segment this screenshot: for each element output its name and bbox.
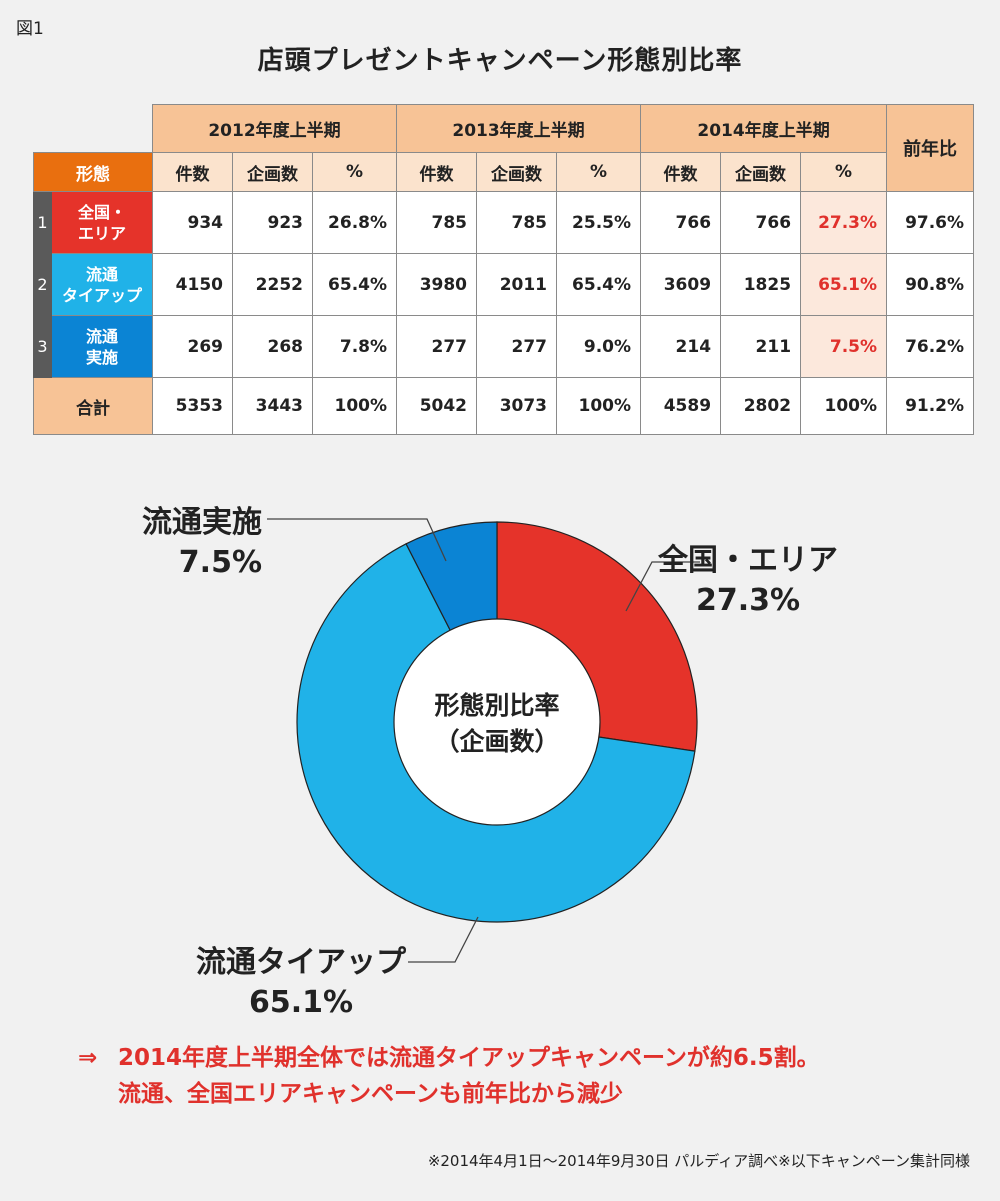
period-header: 2014年度上半期 [640, 104, 888, 153]
donut-chart [0, 440, 1000, 1060]
total-cell: 3443 [232, 377, 313, 435]
data-cell: 25.5% [556, 191, 642, 254]
count-header: 件数 [640, 152, 722, 192]
data-cell: 766 [640, 191, 722, 254]
center-label-line: （企画数） [434, 727, 560, 756]
total-cell: 3073 [476, 377, 558, 435]
data-cell: 26.8% [311, 191, 398, 254]
plan-count-header: 企画数 [720, 152, 802, 192]
total-cell: 5042 [396, 377, 478, 435]
row-number: 3 [33, 315, 52, 378]
total-cell: 100% [311, 377, 398, 435]
percent-header: % [800, 152, 888, 192]
category-label: 流通 実施 [51, 315, 153, 378]
data-cell: 269 [152, 315, 233, 378]
count-header: 件数 [152, 152, 233, 192]
leader-distribution-impl [267, 518, 447, 562]
donut-center-label: 形態別比率 （企画数） [392, 688, 602, 760]
data-cell: 277 [396, 315, 478, 378]
data-cell: 65.4% [311, 253, 398, 316]
yoy-cell: 90.8% [886, 253, 975, 316]
table-row: 3 流通 実施 269 268 7.8% 277 277 9.0% 214 211 7.5% 76.2% [33, 315, 975, 378]
data-cell: 785 [476, 191, 558, 254]
data-cell: 4150 [152, 253, 233, 316]
data-cell: 268 [232, 315, 313, 378]
category-label: 流通 タイアップ [51, 253, 153, 316]
data-cell: 934 [152, 191, 233, 254]
yoy-header: 前年比 [886, 104, 975, 192]
total-cell: 100% [800, 377, 888, 435]
slice-name: 流通タイアップ [196, 945, 406, 980]
category-label-line: 流通 [85, 264, 118, 284]
row-number: 2 [33, 253, 52, 316]
period-header: 2013年度上半期 [396, 104, 642, 153]
data-cell: 65.4% [556, 253, 642, 316]
slice-value: 65.1% [248, 985, 354, 1020]
note-line-1: 2014年度上半期全体では流通タイアップキャンペーンが約6.5割。 [118, 1045, 820, 1071]
table-row: 1 全国・ エリア 934 923 26.8% 785 785 25.5% 766 766 27.3%… [33, 191, 975, 254]
slice-name: 流通実施 [142, 505, 262, 540]
slice-value: 7.5% [178, 545, 262, 580]
data-cell: 1825 [720, 253, 802, 316]
chart-title: 店頭プレゼントキャンペーン形態別比率 [257, 46, 743, 76]
data-cell: 2011 [476, 253, 558, 316]
slice-label-national-area: 全国・エリア 27.3% [658, 541, 838, 621]
count-header: 件数 [396, 152, 478, 192]
yoy-cell: 76.2% [886, 315, 975, 378]
highlight-percent-cell: 65.1% [800, 253, 888, 316]
plan-count-header: 企画数 [232, 152, 313, 192]
slice-name: 全国・エリア [658, 543, 838, 578]
source-note: ※2014年4月1日～2014年9月30日 パルディア調べ※以下キャンペーン集計… [427, 1152, 970, 1170]
note-line-2: 流通、全国エリアキャンペーンも前年比から減少 [118, 1081, 623, 1107]
data-cell: 2252 [232, 253, 313, 316]
category-label-line: 流通 [85, 326, 118, 346]
data-cell: 7.8% [311, 315, 398, 378]
data-table: 2012年度上半期 2013年度上半期 2014年度上半期 前年比 形態 件数 … [33, 104, 975, 435]
category-label: 全国・ エリア [51, 191, 153, 254]
period-header: 2012年度上半期 [151, 104, 398, 153]
leader-distribution-tieup [408, 916, 479, 963]
category-header: 形態 [33, 152, 153, 192]
total-cell: 4589 [640, 377, 722, 435]
total-cell: 2802 [720, 377, 802, 435]
leader-national-area [625, 561, 700, 612]
summary-note: ⇒ 2014年度上半期全体では流通タイアップキャンペーンが約6.5割。 流通、全国… [78, 1040, 820, 1112]
data-cell: 785 [396, 191, 478, 254]
center-label-line: 形態別比率 [434, 691, 560, 720]
data-cell: 3609 [640, 253, 722, 316]
highlight-percent-cell: 27.3% [800, 191, 888, 254]
total-label: 合計 [33, 377, 153, 435]
data-cell: 3980 [396, 253, 478, 316]
percent-header: % [556, 152, 642, 192]
category-label-line: 全国・ [77, 202, 126, 222]
header-blank [34, 105, 153, 153]
figure-label: 図1 [16, 19, 44, 39]
data-cell: 923 [232, 191, 313, 254]
donut-hole [393, 618, 601, 826]
category-label-line: エリア [77, 223, 126, 243]
slice-label-distribution-impl: 流通実施 7.5% [126, 503, 262, 583]
arrow-icon: ⇒ [78, 1045, 98, 1071]
highlight-percent-cell: 7.5% [800, 315, 888, 378]
data-cell: 211 [720, 315, 802, 378]
slice-label-distribution-tieup: 流通タイアップ 65.1% [196, 943, 406, 1023]
yoy-cell: 97.6% [886, 191, 975, 254]
total-yoy-cell: 91.2% [886, 377, 975, 435]
data-cell: 277 [476, 315, 558, 378]
percent-header: % [311, 152, 398, 192]
table-row: 2 流通 タイアップ 4150 2252 65.4% 3980 2011 65.4% 3609 18… [33, 253, 975, 316]
data-cell: 214 [640, 315, 722, 378]
donut-chart-svg [267, 518, 700, 963]
total-cell: 100% [556, 377, 642, 435]
category-label-line: タイアップ [61, 285, 142, 305]
plan-count-header: 企画数 [476, 152, 558, 192]
total-cell: 5353 [152, 377, 233, 435]
row-number: 1 [33, 191, 52, 254]
data-cell: 766 [720, 191, 802, 254]
category-label-line: 実施 [85, 347, 118, 367]
slice-value: 27.3% [696, 583, 801, 618]
data-cell: 9.0% [556, 315, 642, 378]
